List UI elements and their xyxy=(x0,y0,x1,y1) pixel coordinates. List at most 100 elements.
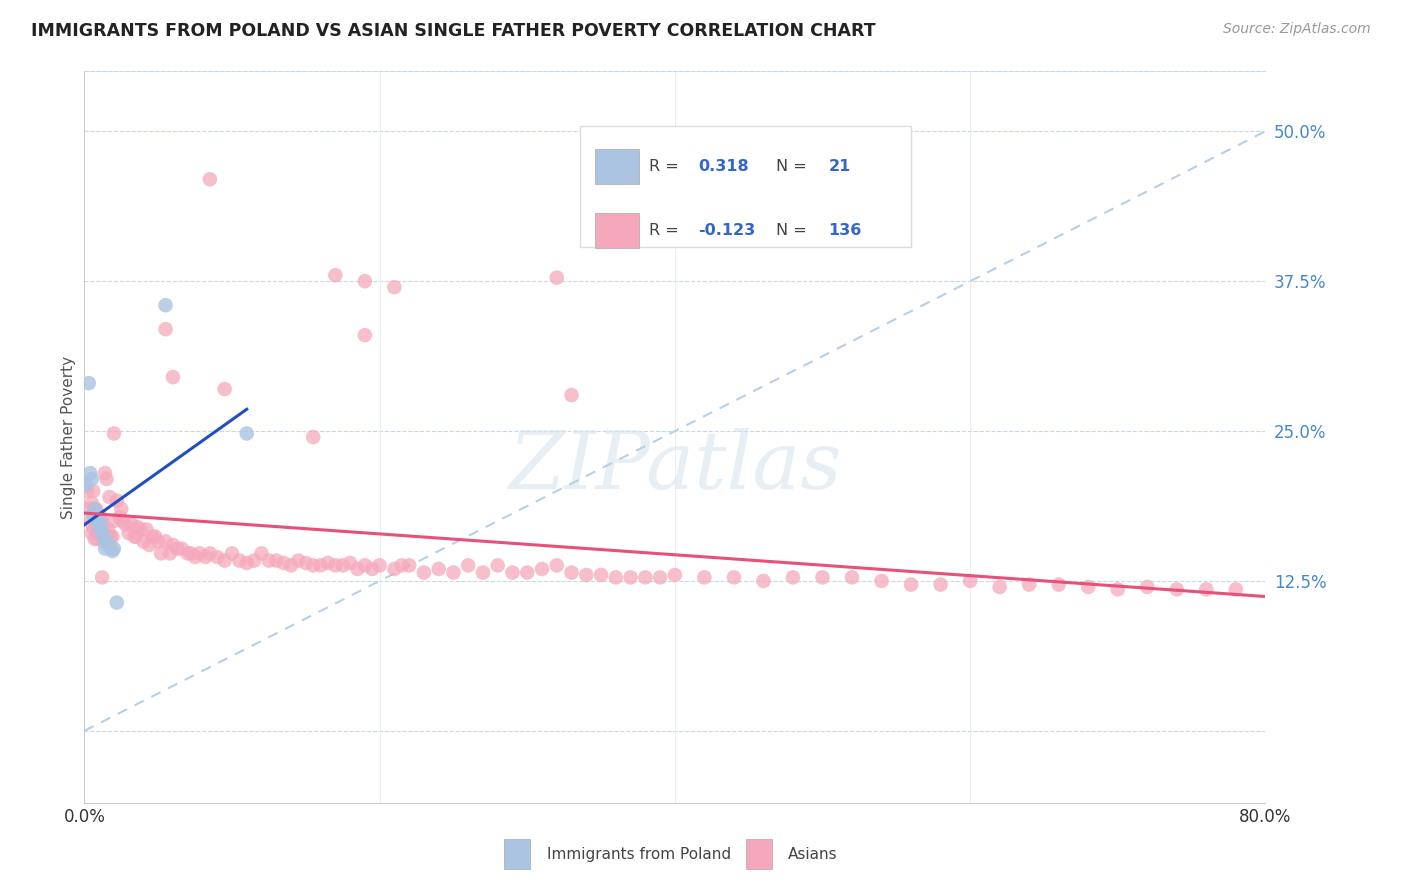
Point xyxy=(188,546,211,560)
Y-axis label: Single Father Poverty: Single Father Poverty xyxy=(60,356,76,518)
Point xyxy=(650,570,672,584)
Point xyxy=(86,514,108,528)
Point xyxy=(457,558,479,573)
Point xyxy=(84,526,107,541)
Point xyxy=(80,472,103,486)
Point xyxy=(198,546,221,560)
Point xyxy=(103,514,125,528)
Point xyxy=(250,546,273,560)
Point xyxy=(79,514,101,528)
Point xyxy=(1136,580,1159,594)
Point xyxy=(472,566,495,580)
Point xyxy=(214,553,236,567)
Point xyxy=(214,382,236,396)
Point xyxy=(236,556,259,570)
Point xyxy=(159,546,181,560)
Point xyxy=(93,523,115,537)
Text: 136: 136 xyxy=(828,223,862,238)
Point xyxy=(207,549,229,564)
Point xyxy=(180,546,202,560)
Point xyxy=(75,478,97,492)
Point xyxy=(398,558,420,573)
Point xyxy=(620,570,643,584)
FancyBboxPatch shape xyxy=(745,839,772,869)
Point xyxy=(302,430,325,444)
Point xyxy=(141,530,163,544)
Point xyxy=(346,562,368,576)
Point xyxy=(959,574,981,588)
Point xyxy=(118,526,141,541)
Point xyxy=(138,538,160,552)
Point xyxy=(221,546,243,560)
Point xyxy=(76,483,98,498)
Point xyxy=(368,558,391,573)
Point xyxy=(105,493,128,508)
Point xyxy=(988,580,1011,594)
Point xyxy=(86,532,108,546)
Point xyxy=(83,532,105,546)
Point xyxy=(82,483,104,498)
Point xyxy=(841,570,863,584)
Point xyxy=(1018,577,1040,591)
Point xyxy=(382,280,406,294)
Point xyxy=(90,526,112,541)
Point xyxy=(82,520,104,534)
Point xyxy=(486,558,509,573)
Point xyxy=(501,566,523,580)
Point xyxy=(114,517,136,532)
Point xyxy=(83,502,105,516)
Point xyxy=(93,534,115,549)
Point xyxy=(339,556,361,570)
Point xyxy=(162,538,184,552)
Point xyxy=(98,530,121,544)
Point xyxy=(302,558,325,573)
Point xyxy=(531,562,554,576)
Point xyxy=(162,370,184,384)
Point xyxy=(257,553,280,567)
Point xyxy=(132,534,155,549)
Point xyxy=(155,534,177,549)
Point xyxy=(83,502,105,516)
Point xyxy=(96,530,118,544)
Point xyxy=(91,526,114,541)
Text: ZIPatlas: ZIPatlas xyxy=(508,427,842,505)
Point xyxy=(90,514,112,528)
Point xyxy=(516,566,538,580)
Point xyxy=(752,574,775,588)
Text: Asians: Asians xyxy=(789,847,838,862)
Point xyxy=(155,322,177,336)
Text: R =: R = xyxy=(650,159,683,174)
Point xyxy=(591,568,613,582)
Point xyxy=(900,577,922,591)
Point xyxy=(105,596,128,610)
Point xyxy=(93,530,115,544)
Point xyxy=(287,553,309,567)
FancyBboxPatch shape xyxy=(595,149,640,184)
Point xyxy=(108,510,131,524)
Point xyxy=(782,570,804,584)
Point xyxy=(150,546,173,560)
Point xyxy=(561,388,583,402)
Point xyxy=(243,553,266,567)
Point xyxy=(664,568,686,582)
Text: N =: N = xyxy=(776,159,813,174)
Point xyxy=(80,526,103,541)
Point xyxy=(127,520,149,534)
Point xyxy=(94,466,117,480)
Point xyxy=(332,558,354,573)
Point xyxy=(391,558,413,573)
Point xyxy=(87,520,111,534)
Point xyxy=(693,570,716,584)
Point xyxy=(177,546,200,560)
Point xyxy=(1225,582,1247,597)
Point xyxy=(96,535,118,549)
Point xyxy=(870,574,893,588)
Point xyxy=(77,376,100,391)
Text: -0.123: -0.123 xyxy=(699,223,756,238)
Point xyxy=(103,541,125,556)
Point xyxy=(228,553,250,567)
Text: 0.318: 0.318 xyxy=(699,159,749,174)
Point xyxy=(101,530,124,544)
Point xyxy=(87,508,111,522)
FancyBboxPatch shape xyxy=(581,126,911,247)
